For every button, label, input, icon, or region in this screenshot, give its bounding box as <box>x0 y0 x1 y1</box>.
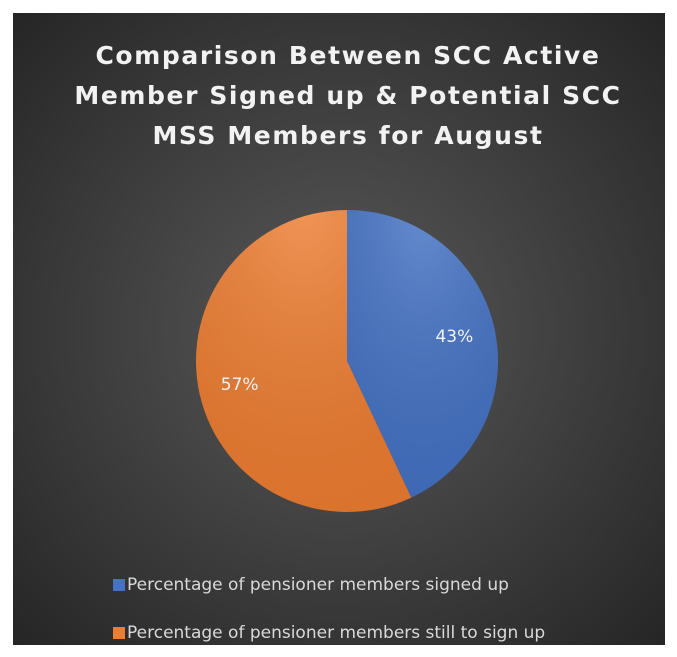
data-label: 43% <box>435 327 473 347</box>
data-label: 57% <box>221 375 259 395</box>
legend-swatch <box>113 579 125 591</box>
legend-label: Percentage of pensioner members still to… <box>127 623 545 643</box>
legend-label: Percentage of pensioner members signed u… <box>127 575 509 595</box>
legend-swatch <box>113 627 125 639</box>
slice-sheen <box>195 210 412 512</box>
chart-title: Comparison Between SCC Active Member Sig… <box>74 41 622 150</box>
slice-sheen <box>347 210 498 498</box>
